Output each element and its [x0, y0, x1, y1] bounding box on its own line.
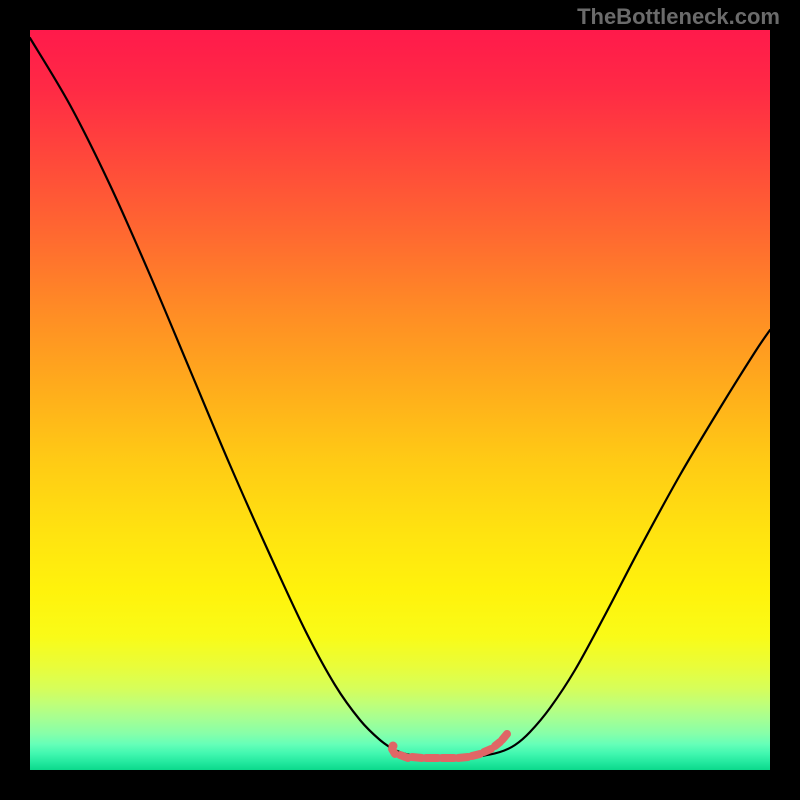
mark-segment [412, 757, 422, 758]
mark-segment [484, 749, 491, 752]
mark-segment [458, 757, 468, 758]
mark-segment [392, 749, 395, 754]
chart-svg [0, 0, 800, 800]
mark-segment [502, 734, 507, 740]
watermark-text: TheBottleneck.com [577, 4, 780, 30]
mark-segment [400, 755, 408, 758]
mark-segment [472, 754, 480, 756]
chart-frame: TheBottleneck.com [0, 0, 800, 800]
plot-background [30, 30, 770, 770]
